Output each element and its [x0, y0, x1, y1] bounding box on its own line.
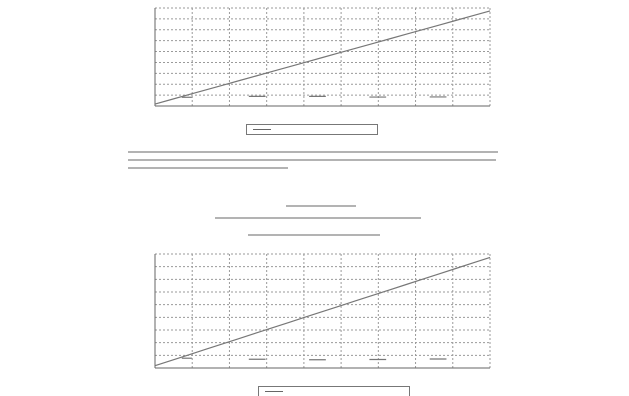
chart-top: [0, 0, 629, 120]
caption-line: [128, 167, 288, 169]
chart-top-legend-sample: [253, 129, 271, 130]
caption-line: [128, 159, 496, 161]
caption-line: [128, 151, 498, 153]
chart-bottom-legend-sample: [265, 391, 283, 392]
chart-bottom-series: [155, 257, 490, 365]
caption-heading-line: [248, 234, 380, 236]
caption-block: [128, 151, 498, 175]
series-line: [155, 257, 490, 365]
chart-bottom: [0, 240, 629, 390]
chart-top-legend: [246, 124, 378, 135]
chart-bottom-legend: [258, 386, 410, 396]
chart-top-series: [155, 11, 490, 104]
caption-heading-line: [215, 217, 421, 219]
caption-heading-line: [286, 205, 356, 207]
series-line: [155, 11, 490, 104]
